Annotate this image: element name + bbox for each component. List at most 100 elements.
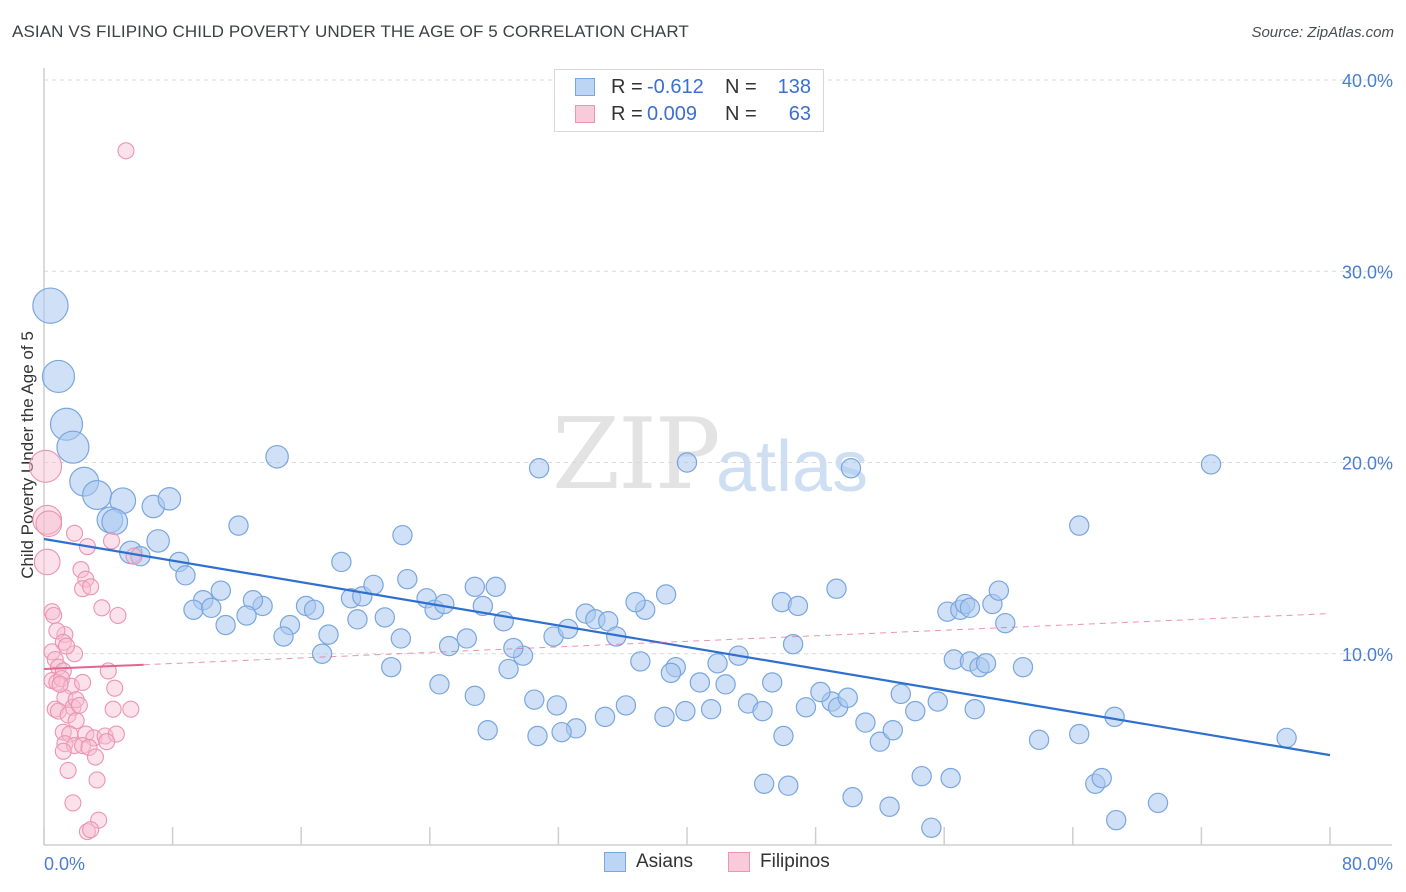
- asian-point: [146, 529, 170, 553]
- trend-lines: [43, 537, 1331, 757]
- asian-point: [890, 683, 911, 705]
- asian-point: [927, 691, 948, 712]
- filipino-point: [59, 761, 77, 779]
- asian-point: [840, 458, 862, 479]
- y-tick-label: 30.0%: [1342, 262, 1393, 282]
- asian-point: [392, 524, 413, 546]
- filipino-point: [33, 548, 61, 576]
- legend-label-filipinos: Filipinos: [760, 851, 830, 872]
- asian-point: [630, 651, 651, 672]
- asian-point: [879, 796, 900, 817]
- asian-point: [318, 624, 339, 645]
- asian-points: [32, 287, 1297, 838]
- filipino-point: [74, 673, 92, 691]
- filipino-point: [49, 702, 68, 720]
- asian-point: [311, 643, 333, 664]
- asian-point: [905, 700, 926, 722]
- filipino-trend-line-solid: [43, 663, 144, 671]
- asian-point: [528, 458, 550, 479]
- filipino-point: [88, 771, 106, 789]
- legend-n-label: N =: [725, 102, 757, 125]
- filipino-point: [35, 510, 63, 538]
- asian-point: [374, 607, 395, 628]
- asian-point: [200, 597, 222, 619]
- asian-point: [265, 444, 289, 469]
- asian-point: [715, 674, 736, 695]
- asian-point: [995, 612, 1016, 634]
- filipino-point: [82, 821, 100, 839]
- asian-point: [485, 576, 506, 598]
- filipino-point: [125, 547, 143, 565]
- asian-point: [464, 685, 486, 707]
- legend-row-filipinos: R = 0.009 N = 63: [575, 101, 811, 127]
- asian-point: [795, 697, 817, 718]
- asian-point: [303, 599, 325, 620]
- asian-point: [773, 725, 794, 747]
- filipino-point: [109, 606, 127, 625]
- tick-labels: 10.0% 20.0% 30.0% 40.0% 0.0% 80.0%: [44, 71, 1393, 874]
- asian-point: [1069, 515, 1090, 536]
- legend-item-filipinos[interactable]: Filipinos: [728, 851, 830, 873]
- asian-point: [921, 817, 942, 838]
- asian-point: [959, 597, 981, 619]
- asian-point: [700, 699, 722, 720]
- legend-r-label: R =: [611, 102, 643, 125]
- legend-row-asians: R = -0.612 N = 138: [575, 74, 811, 100]
- asian-swatch: [604, 852, 626, 872]
- asian-point: [438, 635, 460, 657]
- filipino-point: [106, 679, 124, 697]
- asian-point: [837, 687, 858, 708]
- asian-point: [787, 595, 809, 617]
- x-tick-label-max: 80.0%: [1342, 854, 1393, 874]
- filipino-point: [64, 794, 82, 812]
- asian-point: [210, 580, 232, 601]
- asian-point: [56, 430, 90, 464]
- series-legend: Asians Filipinos: [0, 851, 1406, 877]
- asian-point: [331, 551, 352, 573]
- legend-n-label: N =: [725, 75, 757, 98]
- asian-point: [390, 628, 412, 649]
- correlation-legend: R = -0.612 N = 138 R = 0.009 N = 63: [554, 69, 824, 132]
- asian-point: [676, 452, 698, 473]
- asian-point: [1106, 809, 1127, 831]
- asian-point: [1091, 767, 1112, 789]
- asian-point: [477, 720, 498, 741]
- filipino-point: [65, 524, 84, 542]
- asian-point: [551, 721, 572, 743]
- filipino-point: [54, 742, 72, 760]
- asian-point: [842, 786, 863, 808]
- asian-point: [101, 508, 129, 536]
- asian-point: [707, 653, 728, 674]
- asian-point: [157, 487, 182, 511]
- asian-point: [472, 595, 494, 617]
- asian-point: [363, 574, 384, 596]
- asian-point: [869, 731, 891, 752]
- asian-point: [660, 662, 682, 684]
- filipino-swatch: [728, 852, 750, 872]
- asian-point: [855, 712, 876, 733]
- asian-point: [82, 480, 113, 511]
- filipino-point: [72, 561, 90, 579]
- asian-point: [498, 658, 519, 680]
- asian-point: [655, 584, 677, 605]
- filipino-point: [93, 599, 111, 617]
- filipino-point: [102, 532, 121, 550]
- filipino-point: [86, 748, 104, 766]
- grid-lines: [44, 79, 1392, 655]
- asian-point: [1276, 727, 1297, 749]
- asian-point: [347, 609, 368, 630]
- legend-item-asians[interactable]: Asians: [604, 851, 693, 873]
- filipino-point: [80, 738, 98, 757]
- y-tick-label: 20.0%: [1342, 454, 1393, 474]
- asian-point: [32, 287, 69, 324]
- filipino-point: [117, 142, 135, 160]
- asian-point: [782, 633, 804, 655]
- asian-point: [675, 700, 696, 722]
- asian-point: [236, 605, 257, 626]
- filipino-point: [29, 449, 63, 483]
- filipino-point: [122, 700, 140, 718]
- asian-point: [175, 565, 196, 586]
- x-tick-label-min: 0.0%: [44, 854, 85, 874]
- asian-point: [615, 695, 637, 716]
- filipino-point: [104, 700, 122, 718]
